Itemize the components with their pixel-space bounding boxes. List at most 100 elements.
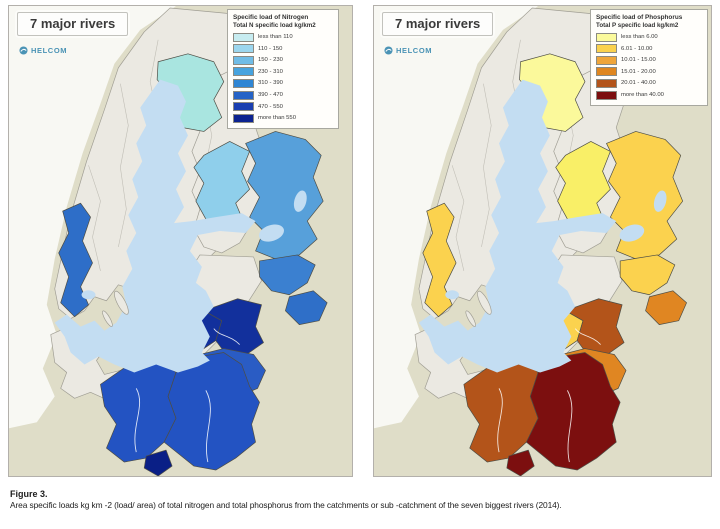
legend-swatch [233,67,254,77]
legend-row: more than 40.00 [596,90,702,100]
legend-label: 15.01 - 20.00 [621,68,656,75]
legend-swatch [596,32,617,42]
legend-label: less than 110 [258,34,293,41]
legend-row: 230 - 310 [233,67,333,77]
legend-row: 150 - 230 [233,55,333,65]
region-velikaya [645,290,687,325]
legend-row: 110 - 150 [233,44,333,54]
legend-row: 310 - 390 [233,78,333,88]
island-gotland [477,290,492,315]
legend-row: 10.01 - 15.00 [596,55,702,65]
legend-subtitle: Total N specific load kg/km2 [233,22,316,29]
helcom-logo: HELCOM [19,46,67,55]
river-vistula [205,390,211,463]
legend-label: 110 - 150 [258,45,283,52]
subbasin-borders [481,83,492,248]
legend-swatch [596,44,617,54]
nitrogen-map-panel: 7 major rivers HELCOM Specific load of N… [8,5,353,477]
region-daugava [565,298,625,357]
helcom-logo-icon [384,46,393,55]
legend-label: more than 40.00 [621,92,664,99]
legend-label: less than 6.00 [621,34,658,41]
legend-label: 310 - 390 [258,80,283,87]
figure-caption: Figure 3. Area specific loads kg km -2 (… [10,489,712,511]
legend-label: 150 - 230 [258,57,283,64]
region-vistula [526,352,621,471]
legend-title: Specific load of Nitrogen [233,14,309,21]
subbasin-borders [118,83,129,248]
legend-swatch [233,78,254,88]
river-vistula [567,390,573,463]
legend-swatch [233,90,254,100]
legend-swatch [596,78,617,88]
river-daugava [574,328,601,345]
legend-row: 470 - 550 [233,102,333,112]
ocean-area [9,6,177,429]
region-luga [259,254,316,296]
figure-caption-text: Area specific loads kg km -2 (load/ area… [10,500,562,510]
map-title-label: 7 major rivers [395,16,481,31]
legend-row: less than 6.00 [596,32,702,42]
region-sweden-coast [422,202,457,318]
legend-swatch [596,55,617,65]
river-daugava [213,328,240,345]
island-oland [102,310,113,327]
legend-row: 15.01 - 20.00 [596,67,702,77]
map-title-box: 7 major rivers [17,12,129,36]
legend-row: more than 550 [233,113,333,123]
legend-swatch [233,102,254,112]
region-velikaya [285,290,328,325]
subbasin-borders [451,165,465,271]
lake-onega [653,190,667,212]
phosphorus-legend: Specific load of Phosphorus Total P spec… [590,9,708,106]
region-vistula [163,352,260,471]
island-oland [465,310,476,327]
legend-swatch [596,90,617,100]
baltic-sea [418,79,617,373]
legend-swatch [233,113,254,123]
legend-label: 470 - 550 [258,103,283,110]
region-neva [606,131,684,260]
region-bottom-patch [506,449,535,476]
ocean-area [374,6,539,429]
lake-vanern [81,290,96,300]
legend-label: 390 - 470 [258,92,283,99]
legend-row: 6.01 - 10.00 [596,44,702,54]
legend-swatch [233,44,254,54]
region-sweden-coast [58,202,93,318]
legend-label: 6.01 - 10.00 [621,45,653,52]
region-luga [619,254,676,296]
river-oder [134,388,141,453]
helcom-logo-text: HELCOM [396,46,433,55]
legend-label: 10.01 - 15.00 [621,57,656,64]
island-gotland [113,290,129,315]
legend-label: more than 550 [258,115,296,122]
legend-row: 390 - 470 [233,90,333,100]
map-title-box: 7 major rivers [382,12,494,36]
lake-vanern [445,290,459,300]
region-neva [245,131,324,260]
legend-swatch [596,67,617,77]
subbasin-borders [88,165,101,271]
region-bottom-patch [143,449,173,476]
baltic-sea [54,79,256,373]
helcom-logo-icon [19,46,28,55]
legend-label: 230 - 310 [258,68,283,75]
legend-label: 20.01 - 40.00 [621,80,656,87]
nitrogen-legend: Specific load of Nitrogen Total N specif… [227,9,339,129]
figure-label: Figure 3. [10,489,48,499]
legend-swatch [233,55,254,65]
phosphorus-map [374,6,711,476]
map-title-label: 7 major rivers [30,16,116,31]
legend-title: Specific load of Phosphorus [596,14,683,21]
lake-ladoga [258,224,285,242]
helcom-logo: HELCOM [384,46,432,55]
lake-onega [293,190,307,212]
legend-swatch [233,32,254,42]
legend-row: less than 110 [233,32,333,42]
river-oder [497,388,503,453]
legend-subtitle: Total P specific load kg/km2 [596,22,679,29]
lake-ladoga [619,224,645,242]
region-daugava [203,298,264,357]
